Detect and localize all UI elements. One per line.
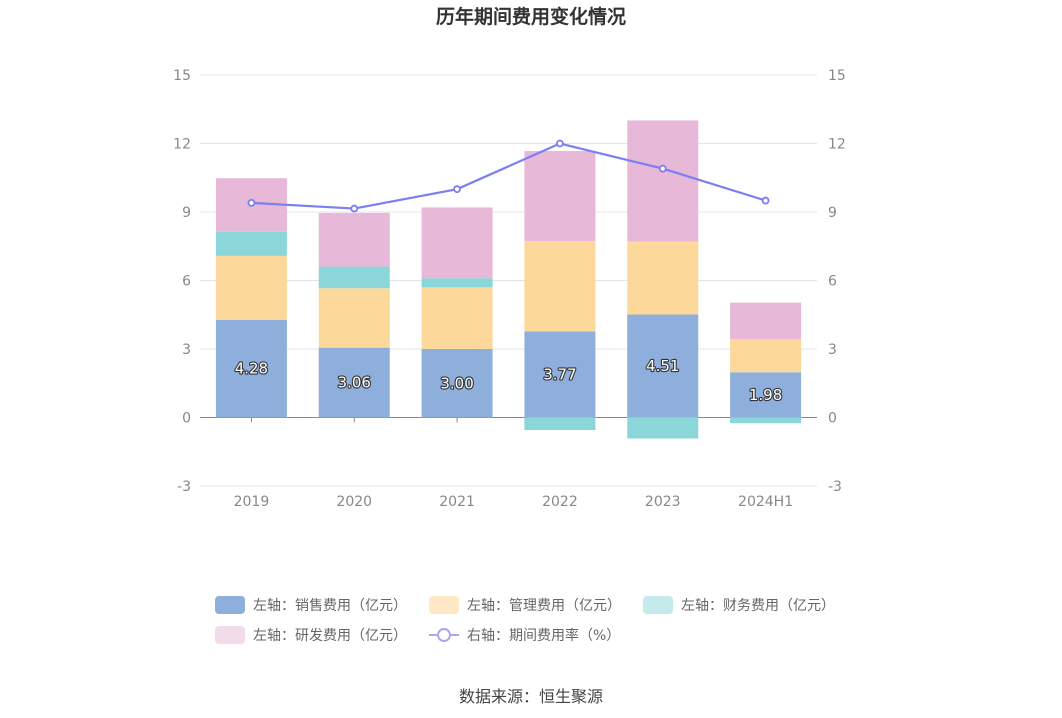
- legend-item-expense-ratio[interactable]: 右轴：期间费用率（%）: [429, 625, 620, 645]
- data-label-sales: 3.00: [440, 374, 473, 392]
- x-tick-label: 2022: [542, 494, 578, 510]
- y-right-tick-label: -3: [828, 479, 842, 495]
- bar-rnd: [524, 151, 596, 242]
- legend-label-finance: 左轴：财务费用（亿元）: [681, 598, 835, 614]
- bar-finance: [215, 231, 287, 256]
- y-right-tick-label: 9: [828, 205, 837, 221]
- bar-rnd: [627, 120, 699, 242]
- y-left-tick-label: 9: [182, 205, 191, 221]
- legend: 左轴：销售费用（亿元） 左轴：管理费用（亿元） 左轴：财务费用（亿元） 左轴：研…: [215, 590, 855, 650]
- legend-swatch-rnd: [215, 626, 245, 644]
- legend-label-expense-ratio: 右轴：期间费用率（%）: [467, 628, 621, 644]
- x-tick-label: 2019: [234, 494, 270, 510]
- legend-line-icon: [429, 626, 459, 644]
- y-left-tick-label: 12: [173, 137, 191, 153]
- bar-sales: [421, 349, 493, 418]
- bar-rnd: [421, 207, 493, 279]
- bar-sales: [215, 319, 287, 418]
- bar-finance: [318, 266, 390, 289]
- bar-finance: [524, 417, 596, 431]
- line-point-expense-ratio: [556, 139, 564, 148]
- y-right-tick-label: 6: [828, 274, 837, 290]
- y-left-tick-label: 0: [182, 411, 191, 427]
- y-right-tick-label: 15: [828, 68, 846, 84]
- line-point-expense-ratio: [761, 196, 770, 205]
- bar-sales: [730, 372, 802, 418]
- chart-title: 历年期间费用变化情况: [436, 5, 626, 28]
- bar-admin: [730, 339, 802, 373]
- bar-finance: [730, 417, 802, 424]
- source-note: 数据来源：恒生聚源: [458, 687, 603, 706]
- x-tick-label: 2024H1: [738, 494, 793, 510]
- line-point-expense-ratio: [247, 198, 256, 207]
- data-label-sales: 4.51: [646, 357, 679, 375]
- bar-sales: [318, 347, 390, 418]
- data-label-sales: 3.06: [338, 374, 371, 392]
- bar-sales: [627, 314, 699, 418]
- bar-admin: [627, 241, 699, 315]
- bar-finance: [421, 278, 493, 288]
- legend-swatch-sales: [215, 596, 245, 614]
- data-label-sales: 4.28: [235, 360, 268, 378]
- data-label-sales: 1.98: [749, 386, 782, 404]
- bar-admin: [215, 255, 287, 320]
- line-point-expense-ratio: [453, 185, 461, 194]
- bar-sales: [524, 331, 596, 418]
- bar-rnd: [730, 302, 802, 340]
- bar-rnd: [318, 212, 390, 267]
- y-left-tick-label: -3: [177, 479, 191, 495]
- legend-label-admin: 左轴：管理费用（亿元）: [467, 598, 621, 614]
- x-tick-label: 2020: [336, 494, 372, 510]
- legend-label-sales: 左轴：销售费用（亿元）: [253, 598, 407, 614]
- bar-admin: [524, 241, 596, 332]
- line-point-expense-ratio: [658, 164, 667, 173]
- data-label-sales: 3.77: [543, 365, 576, 383]
- y-left-tick-label: 15: [173, 68, 191, 84]
- legend-item-rnd[interactable]: 左轴：研发费用（亿元）: [215, 625, 407, 645]
- y-right-tick-label: 12: [828, 137, 846, 153]
- y-right-tick-label: 0: [828, 411, 837, 427]
- line-expense-ratio: [251, 142, 766, 210]
- legend-item-sales[interactable]: 左轴：销售费用（亿元）: [215, 595, 407, 615]
- y-left-tick-label: 6: [182, 274, 191, 290]
- bar-admin: [318, 288, 390, 348]
- line-point-expense-ratio: [350, 204, 359, 213]
- legend-swatch-admin: [429, 596, 459, 614]
- legend-swatch-finance: [643, 596, 673, 614]
- x-tick-label: 2021: [439, 494, 475, 510]
- bar-admin: [421, 287, 493, 349]
- legend-label-rnd: 左轴：研发费用（亿元）: [253, 628, 407, 644]
- y-right-tick-label: 3: [828, 342, 837, 358]
- x-tick-label: 2023: [645, 494, 681, 510]
- legend-item-admin[interactable]: 左轴：管理费用（亿元）: [429, 595, 621, 615]
- chart: 历年期间费用变化情况 -3 0 3 6 9 12 15 -3 0 3 6 9 12 15 2019 2020 20…: [173, 5, 846, 510]
- y-left-tick-label: 3: [182, 342, 191, 358]
- legend-item-finance[interactable]: 左轴：财务费用（亿元）: [643, 595, 835, 615]
- bar-finance: [627, 417, 699, 439]
